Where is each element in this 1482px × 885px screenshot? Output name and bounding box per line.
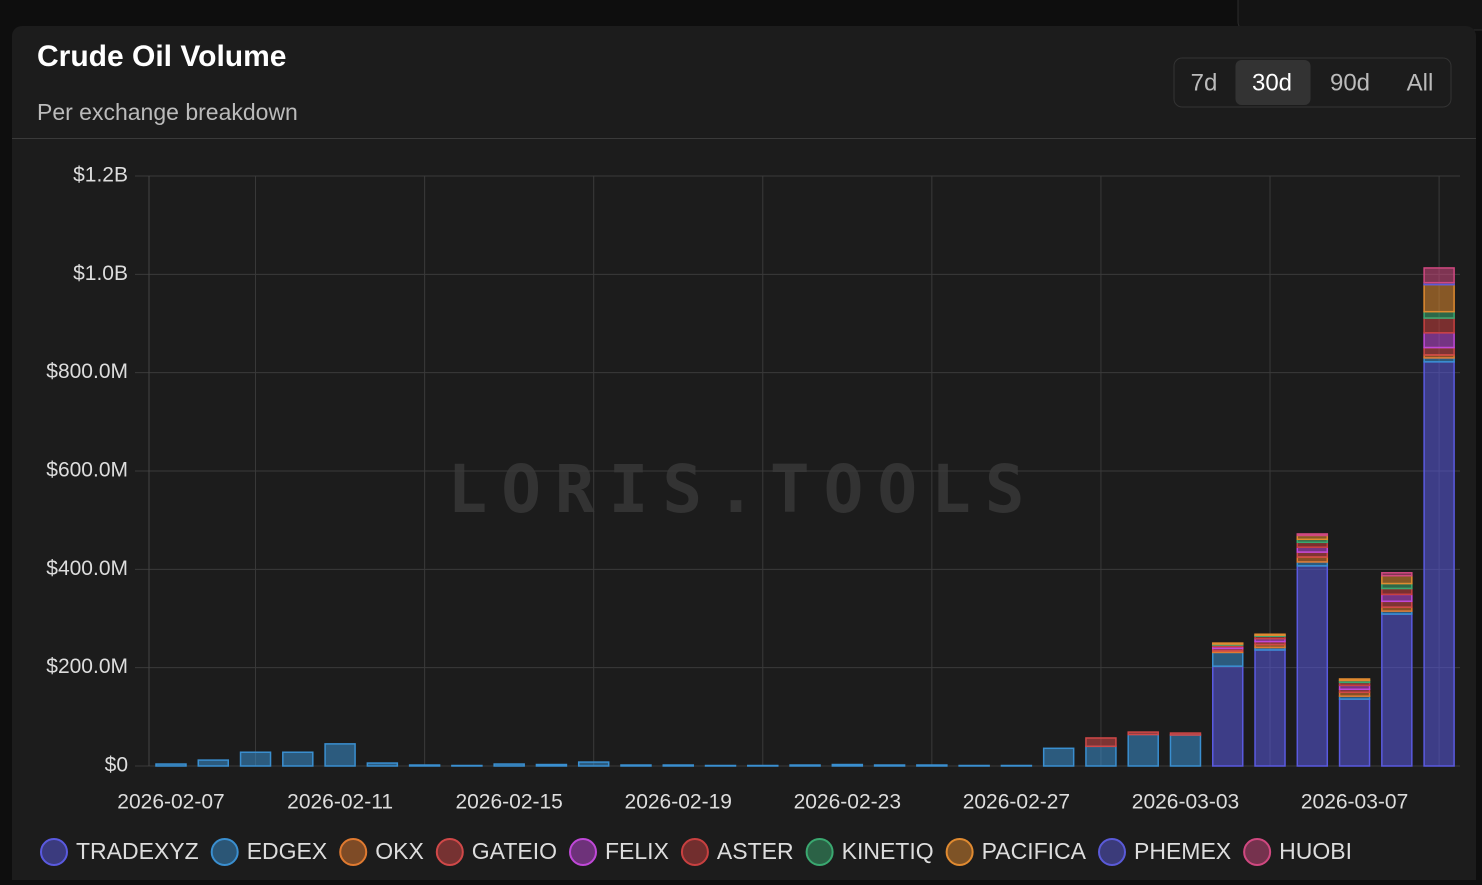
legend-label: PACIFICA (982, 838, 1087, 864)
y-tick-label: $200.0M (46, 655, 128, 678)
bar-segment (917, 765, 947, 766)
bar-segment (1128, 732, 1158, 734)
legend-swatch (340, 839, 366, 865)
bar-segment (1382, 614, 1412, 766)
range-button[interactable]: 7d (1191, 69, 1218, 96)
legend-swatch (682, 839, 708, 865)
legend-swatch (947, 839, 973, 865)
x-tick-label: 2026-02-27 (963, 791, 1070, 814)
bar-segment (1340, 679, 1370, 680)
x-tick-label: 2026-02-19 (625, 791, 732, 814)
bar-segment (1297, 566, 1327, 766)
bar-segment (1424, 333, 1454, 348)
legend-swatch (41, 839, 67, 865)
bar-segment (156, 764, 186, 766)
bar-segment (1382, 589, 1412, 595)
y-tick-label: $800.0M (46, 360, 128, 383)
legend-swatch (437, 839, 463, 865)
y-tick-label: $400.0M (46, 557, 128, 580)
legend-label: PHEMEX (1134, 838, 1231, 864)
bar-segment (1128, 735, 1158, 766)
bar-segment (1255, 650, 1285, 766)
legend-label: EDGEX (247, 838, 328, 864)
bar-segment (1382, 576, 1412, 584)
bar-segment (1213, 643, 1243, 644)
bar-segment (241, 752, 271, 766)
bar-segment (621, 765, 651, 766)
y-tick-label: $1.0B (73, 262, 128, 285)
x-tick-label: 2026-02-23 (794, 791, 901, 814)
range-button[interactable]: All (1407, 69, 1434, 96)
bar-segment (1213, 652, 1243, 666)
legend-swatch (570, 839, 596, 865)
x-tick-label: 2026-02-07 (117, 791, 224, 814)
bar-segment (1424, 348, 1454, 355)
legend-label: ASTER (717, 838, 794, 864)
bar-segment (832, 765, 862, 766)
bar-segment (536, 765, 566, 766)
bar-segment (1044, 748, 1074, 766)
legend-label: TRADEXYZ (76, 838, 199, 864)
bar-segment (1170, 733, 1200, 735)
bar-segment (1255, 634, 1285, 635)
bar-segment (1424, 268, 1454, 283)
bar-segment (1213, 666, 1243, 766)
x-tick-label: 2026-02-11 (287, 791, 393, 814)
bar-segment (1297, 534, 1327, 535)
y-tick-label: $600.0M (46, 459, 128, 482)
title: Crude Oil Volume (37, 40, 286, 73)
legend-label: HUOBI (1279, 838, 1352, 864)
bar-segment (1424, 285, 1454, 312)
bar-segment (1170, 735, 1200, 766)
bar-segment (1382, 594, 1412, 601)
top-widget (1238, 0, 1482, 30)
legend-label: GATEIO (472, 838, 557, 864)
bar-segment (579, 762, 609, 766)
legend-label: FELIX (605, 838, 669, 864)
watermark: LORIS.TOOLS (447, 451, 1038, 528)
legend-swatch (1244, 839, 1270, 865)
bar-segment (663, 765, 693, 766)
legend-swatch (807, 839, 833, 865)
x-tick-label: 2026-03-07 (1301, 791, 1408, 814)
range-button[interactable]: 90d (1330, 69, 1370, 96)
bar-segment (875, 765, 905, 766)
bar-segment (1382, 601, 1412, 607)
x-tick-label: 2026-03-03 (1132, 791, 1239, 814)
bar-segment (325, 744, 355, 766)
subtitle: Per exchange breakdown (37, 99, 298, 125)
legend-label: OKX (375, 838, 424, 864)
range-button[interactable]: 30d (1252, 69, 1292, 96)
bar-segment (1340, 699, 1370, 766)
bar-segment (1424, 362, 1454, 766)
x-tick-label: 2026-02-15 (455, 791, 562, 814)
bar-segment (367, 763, 397, 766)
bar-segment (494, 764, 524, 766)
bar-segment (1424, 318, 1454, 333)
bar-segment (198, 760, 228, 766)
legend-swatch (1099, 839, 1125, 865)
bar-segment (1086, 746, 1116, 766)
legend-label: KINETIQ (842, 838, 934, 864)
y-tick-label: $0 (105, 754, 128, 777)
legend-swatch (212, 839, 238, 865)
bar-segment (283, 752, 313, 766)
bar-segment (410, 765, 440, 766)
bar-segment (1086, 738, 1116, 746)
bar-segment (1424, 312, 1454, 318)
y-tick-label: $1.2B (73, 164, 128, 187)
bar-segment (790, 765, 820, 766)
bar-segment (1382, 573, 1412, 576)
